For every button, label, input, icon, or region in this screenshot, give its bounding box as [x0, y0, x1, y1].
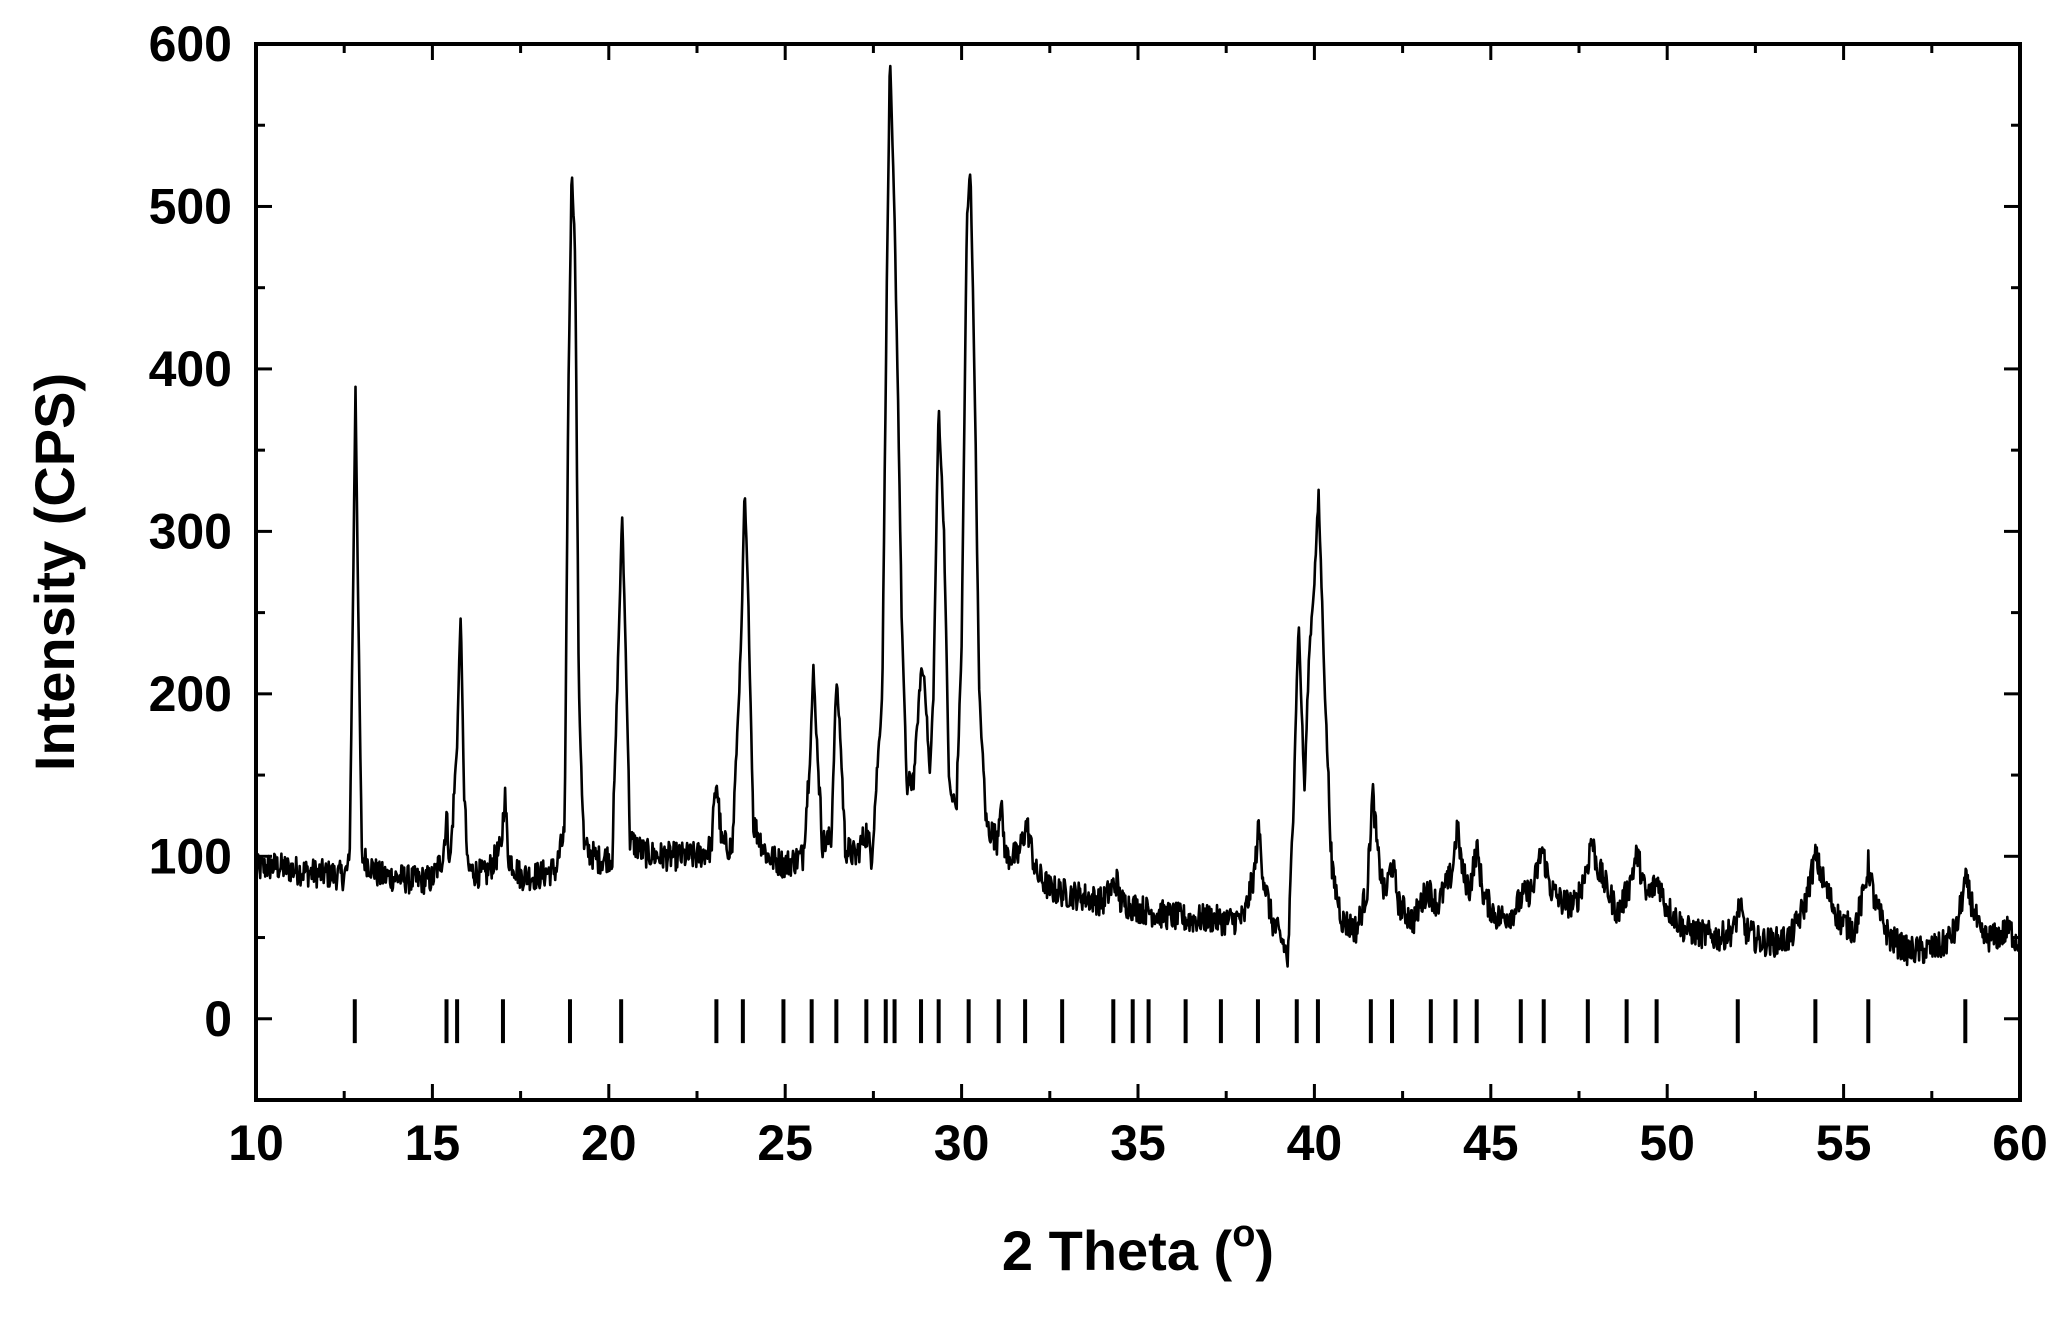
- x-axis-title-main: 2 Theta (: [1002, 1219, 1233, 1282]
- plot-frame: [254, 42, 2022, 1102]
- y-tick-label: 300: [149, 503, 232, 559]
- x-tick-label: 15: [405, 1115, 461, 1171]
- x-tick-label: 35: [1110, 1115, 1166, 1171]
- reference-peaks: [352, 999, 1968, 1044]
- x-tick-label: 30: [934, 1115, 990, 1171]
- x-tick-label: 25: [757, 1115, 813, 1171]
- y-axis-title: Intensity (CPS): [23, 373, 86, 771]
- y-tick-label: 100: [149, 828, 232, 884]
- trace-layer: [254, 64, 2022, 968]
- y-tick-label: 0: [204, 991, 232, 1047]
- x-tick-label: 55: [1816, 1115, 1872, 1171]
- x-tick-label: 45: [1463, 1115, 1519, 1171]
- y-tick-label: 400: [149, 341, 232, 397]
- x-tick-label: 10: [228, 1115, 284, 1171]
- y-tick-label: 500: [149, 178, 232, 234]
- x-tick-label: 20: [581, 1115, 637, 1171]
- x-tick-labels: 10 15 20 25 30 35 40 45 50 55 60: [228, 1115, 2048, 1171]
- x-tick-label: 40: [1287, 1115, 1343, 1171]
- y-tick-label: 600: [149, 16, 232, 72]
- intensity-series-line: [254, 64, 2022, 968]
- x-axis-title-end: ): [1255, 1219, 1274, 1282]
- y-tick-label: 200: [149, 666, 232, 722]
- x-tick-label: 60: [1992, 1115, 2048, 1171]
- y-tick-labels: 0 100 200 300 400 500 600: [149, 16, 232, 1047]
- x-tick-label: 50: [1639, 1115, 1695, 1171]
- x-axis-title-degree: o: [1232, 1213, 1255, 1255]
- x-axis-title: 2 Theta (o): [1002, 1213, 1274, 1282]
